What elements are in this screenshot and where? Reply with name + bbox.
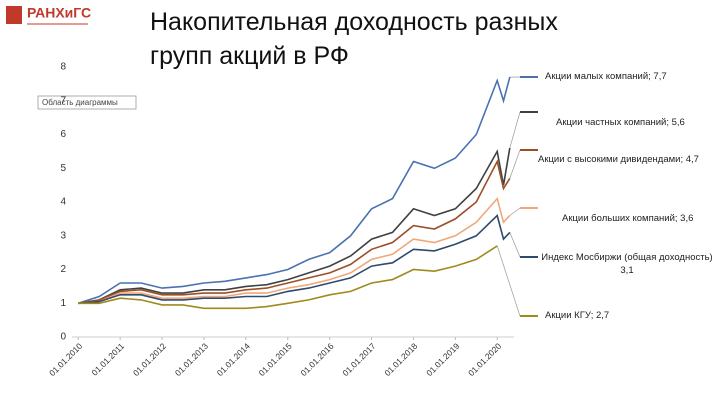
- leader-line: [509, 111, 521, 149]
- tooltip: Область диаграммы: [42, 98, 118, 107]
- legend-label: Индекс Мосбиржи (общая доходность) 3,1: [541, 252, 713, 276]
- legend-label: Акции частных компаний; 5,6: [556, 117, 685, 128]
- y-tick-label: 7: [60, 95, 66, 106]
- x-tick-label: 01.01.2011: [89, 341, 126, 378]
- x-tick-label: 01.01.2014: [215, 341, 252, 378]
- leader-line: [509, 232, 521, 258]
- x-tick-label: 01.01.2017: [340, 341, 377, 378]
- logo-emblem: [6, 6, 22, 24]
- y-tick-label: 5: [60, 163, 66, 174]
- series-line: [78, 76, 511, 305]
- series-line: [78, 159, 511, 305]
- x-tick-label: 01.01.2016: [299, 341, 336, 378]
- leader-line: [496, 245, 521, 317]
- legend-label: Акции больших компаний; 3,6: [562, 213, 694, 224]
- y-tick-label: 1: [60, 298, 66, 309]
- x-tick-label: 01.01.2013: [173, 341, 210, 378]
- tooltip-box: [37, 95, 137, 110]
- legend-label: Акции КГУ; 2,7: [545, 310, 610, 321]
- series-line: [78, 213, 511, 305]
- logo-text: РАНХиГС: [27, 5, 91, 21]
- series-line: [78, 245, 498, 310]
- y-tick-label: 2: [60, 264, 66, 275]
- y-tick-label: 8: [60, 62, 66, 73]
- series-line: [78, 147, 511, 305]
- leader-line: [509, 207, 521, 216]
- legend-label: Акции с высокими дивидендами; 4,7: [538, 154, 699, 165]
- leader-line: [509, 149, 521, 179]
- title: групп акций в РФ: [150, 42, 349, 70]
- title: Накопительная доходность разных: [150, 8, 558, 36]
- y-tick-label: 4: [60, 197, 66, 208]
- x-tick-label: 01.01.2018: [382, 341, 419, 378]
- x-tick-label: 01.01.2012: [131, 341, 168, 378]
- x-tick-label: 01.01.2020: [466, 341, 503, 378]
- x-tick-label: 01.01.2019: [424, 341, 461, 378]
- y-tick-label: 3: [60, 230, 66, 241]
- y-tick-label: 6: [60, 129, 66, 140]
- x-tick-label: 01.01.2010: [47, 341, 84, 378]
- x-tick-label: 01.01.2015: [257, 341, 294, 378]
- series-line: [78, 196, 511, 305]
- y-tick-label: 0: [60, 332, 66, 343]
- legend-label: Акции малых компаний; 7,7: [545, 71, 667, 82]
